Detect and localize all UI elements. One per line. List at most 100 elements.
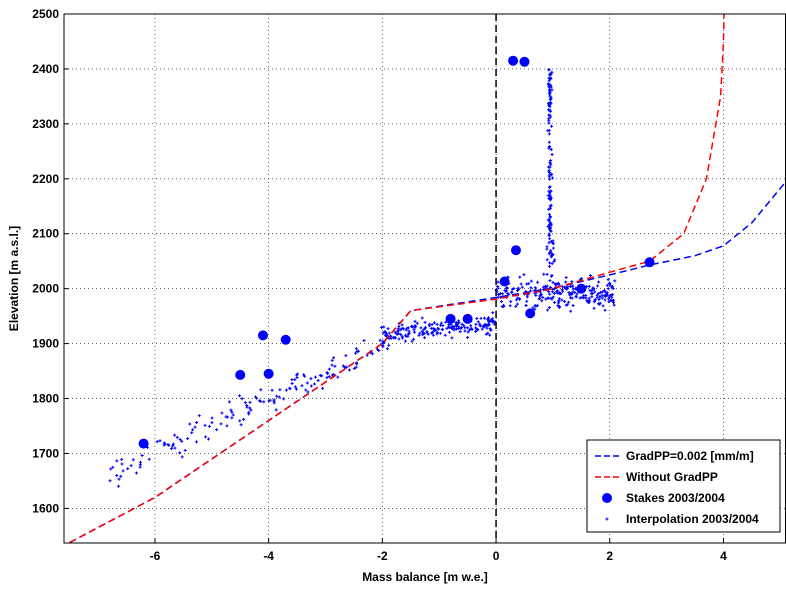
interpolation-point [120, 462, 124, 466]
interpolation-point [431, 329, 435, 333]
interpolation-point [489, 328, 493, 332]
interpolation-point [455, 324, 459, 328]
interpolation-point [355, 349, 359, 353]
interpolation-point [608, 293, 612, 297]
interpolation-point [547, 83, 551, 87]
interpolation-point [355, 361, 359, 365]
interpolation-point [525, 299, 529, 303]
interpolation-point [610, 286, 614, 290]
interpolation-point [505, 286, 509, 290]
interpolation-point [120, 457, 124, 461]
interpolation-point [549, 77, 553, 81]
interpolation-point [109, 467, 113, 471]
interpolation-point [215, 428, 219, 432]
interpolation-point [277, 395, 281, 399]
interpolation-point [529, 279, 533, 283]
interpolation-point [362, 338, 366, 342]
legend-box [586, 439, 781, 533]
interpolation-point [546, 296, 550, 300]
interpolation-point [140, 453, 144, 457]
legend-item: GradPP=0.002 [mm/m] [595, 449, 754, 463]
interpolation-point [548, 177, 552, 181]
interpolation-point [509, 300, 513, 304]
interpolation-point [288, 386, 292, 390]
interpolation-point [564, 280, 568, 284]
interpolation-point [524, 303, 528, 307]
interpolation-point [519, 282, 523, 286]
interpolation-point [598, 295, 602, 299]
interpolation-point [108, 479, 112, 483]
interpolation-point [397, 325, 401, 329]
interpolation-point [382, 340, 386, 344]
interpolation-point [437, 327, 441, 331]
interpolation-point [457, 320, 461, 324]
interpolation-point [462, 324, 466, 328]
interpolation-point [121, 469, 125, 473]
interpolation-point [405, 326, 409, 330]
interpolation-point [592, 306, 596, 310]
y-tick-label: 2000 [32, 282, 59, 296]
interpolation-point [463, 326, 467, 330]
interpolation-point [354, 351, 358, 355]
interpolation-point [158, 439, 162, 443]
interpolation-point [469, 324, 473, 328]
interpolation-point [316, 379, 320, 383]
legend-item: Without GradPP [595, 470, 718, 484]
interpolation-point [227, 400, 231, 404]
interpolation-point [293, 385, 297, 389]
interpolation-point [549, 203, 553, 207]
interpolation-point [551, 280, 555, 284]
interpolation-point [556, 289, 560, 293]
interpolation-point [117, 477, 121, 481]
interpolation-point [607, 300, 611, 304]
interpolation-point [483, 316, 487, 320]
interpolation-point [460, 322, 464, 326]
interpolation-point [571, 303, 575, 307]
interpolation-point [553, 258, 557, 262]
interpolation-point [238, 419, 242, 423]
interpolation-point [193, 425, 197, 429]
interpolation-point [188, 422, 192, 426]
interpolation-point [327, 367, 331, 371]
interpolation-point [478, 324, 482, 328]
interpolation-point [515, 302, 519, 306]
interpolation-point [542, 272, 546, 276]
interpolation-point [439, 323, 443, 327]
interpolation-point [432, 321, 436, 325]
interpolation-point [500, 305, 504, 309]
interpolation-point [313, 375, 317, 379]
interpolation-point [195, 420, 199, 424]
interpolation-point [592, 287, 596, 291]
interpolation-point [474, 329, 478, 333]
interpolation-point [178, 451, 182, 455]
interpolation-point [231, 413, 235, 417]
interpolation-point [504, 290, 508, 294]
interpolation-point [547, 132, 551, 136]
interpolation-point [491, 319, 495, 323]
interpolation-point [119, 474, 123, 478]
interpolation-point [385, 334, 389, 338]
interpolation-point [347, 368, 351, 372]
legend-label: Stakes 2003/2004 [626, 491, 725, 505]
interpolation-point [547, 305, 551, 309]
interpolation-point [563, 299, 567, 303]
interpolation-point [207, 437, 211, 441]
interpolation-point [512, 287, 516, 291]
interpolation-point [415, 321, 419, 325]
interpolation-point [410, 339, 414, 343]
interpolation-point [501, 292, 505, 296]
interpolation-point [399, 332, 403, 336]
interpolation-point [548, 171, 552, 175]
interpolation-point [447, 325, 451, 329]
interpolation-point [547, 76, 551, 80]
interpolation-point [582, 296, 586, 300]
interpolation-point [320, 374, 324, 378]
interpolation-point [180, 455, 184, 459]
interpolation-point [175, 435, 179, 439]
interpolation-point [553, 287, 557, 291]
legend-label: Interpolation 2003/2004 [626, 512, 759, 526]
interpolation-point [484, 332, 488, 336]
interpolation-point [575, 292, 579, 296]
interpolation-point [557, 297, 561, 301]
interpolation-point [606, 287, 610, 291]
